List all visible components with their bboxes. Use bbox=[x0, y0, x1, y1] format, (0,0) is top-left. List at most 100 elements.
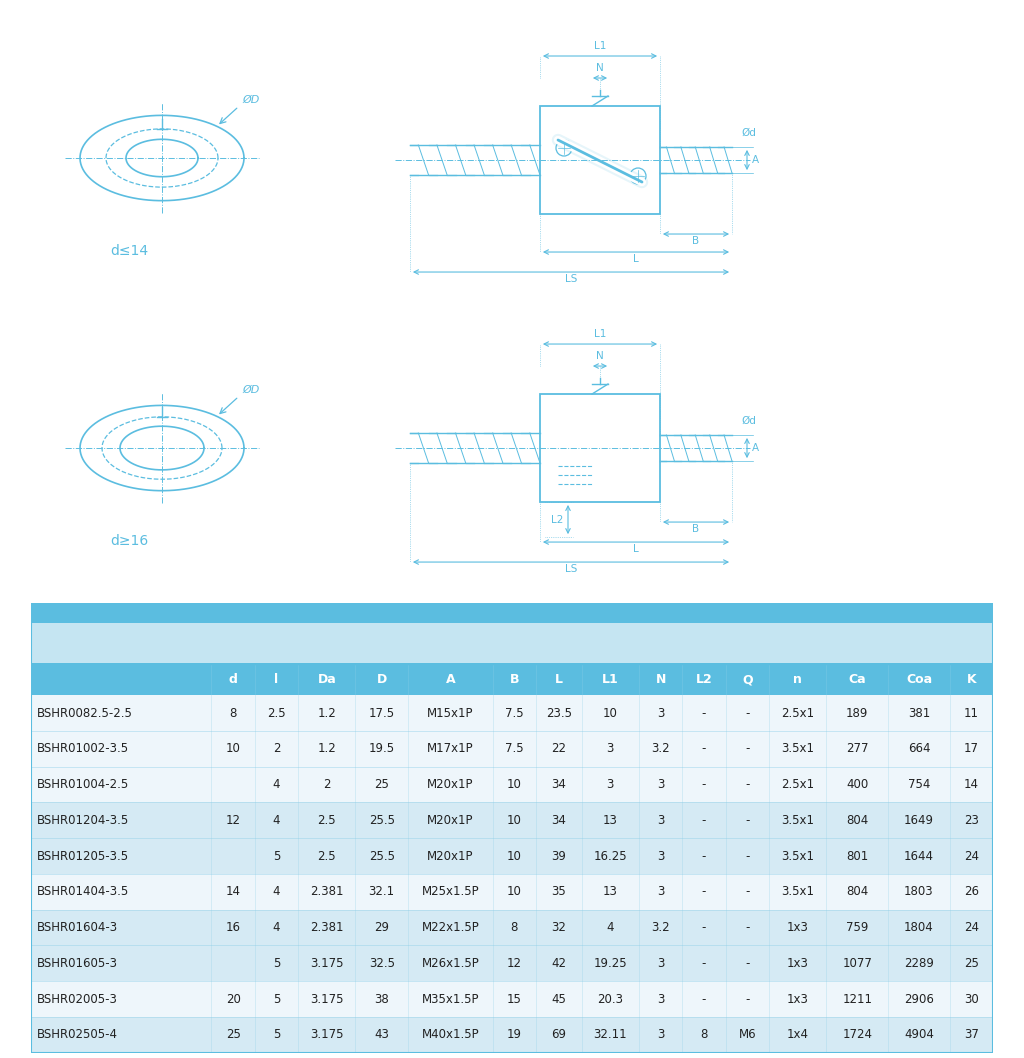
Bar bbox=[31, 767, 993, 802]
Text: 12: 12 bbox=[507, 956, 522, 970]
Text: -: - bbox=[701, 743, 707, 755]
Bar bbox=[540, 394, 660, 503]
Text: 3.5x1: 3.5x1 bbox=[781, 886, 814, 898]
Text: 1x3: 1x3 bbox=[786, 956, 809, 970]
Text: N: N bbox=[596, 351, 604, 361]
Text: LS: LS bbox=[565, 274, 578, 284]
Text: 45: 45 bbox=[552, 992, 566, 1005]
Bar bbox=[31, 623, 993, 663]
Text: 39: 39 bbox=[552, 850, 566, 862]
Text: 189: 189 bbox=[846, 707, 868, 719]
Text: 2.381: 2.381 bbox=[310, 922, 344, 934]
Text: 23: 23 bbox=[965, 814, 979, 827]
Text: 25: 25 bbox=[225, 1028, 241, 1041]
Text: 43: 43 bbox=[374, 1028, 389, 1041]
Text: 3: 3 bbox=[606, 778, 614, 791]
Text: 2.5: 2.5 bbox=[317, 850, 336, 862]
Text: 3: 3 bbox=[657, 1028, 665, 1041]
Text: 14: 14 bbox=[225, 886, 241, 898]
Bar bbox=[31, 910, 993, 946]
Text: -: - bbox=[701, 850, 707, 862]
Text: 754: 754 bbox=[908, 778, 930, 791]
Bar bbox=[540, 106, 660, 214]
Text: 3: 3 bbox=[657, 886, 665, 898]
Text: d≤14: d≤14 bbox=[110, 244, 148, 258]
Text: -: - bbox=[745, 743, 750, 755]
Text: A: A bbox=[445, 674, 455, 687]
Text: 5: 5 bbox=[272, 850, 281, 862]
Text: -: - bbox=[701, 707, 707, 719]
Text: 23.5: 23.5 bbox=[546, 707, 571, 719]
Text: 8: 8 bbox=[511, 922, 518, 934]
Text: 5: 5 bbox=[272, 956, 281, 970]
Text: 25: 25 bbox=[965, 956, 979, 970]
Text: 30: 30 bbox=[965, 992, 979, 1005]
Text: 11: 11 bbox=[964, 707, 979, 719]
Text: 26: 26 bbox=[964, 886, 979, 898]
Text: ØD: ØD bbox=[243, 94, 260, 105]
Text: 2.5x1: 2.5x1 bbox=[781, 707, 814, 719]
Text: 10: 10 bbox=[507, 886, 521, 898]
Text: 2: 2 bbox=[323, 778, 331, 791]
Text: K: K bbox=[967, 674, 976, 687]
Text: BSHR0082.5-2.5: BSHR0082.5-2.5 bbox=[37, 707, 132, 719]
Text: Da: Da bbox=[317, 674, 336, 687]
Text: B: B bbox=[692, 236, 699, 247]
Bar bbox=[31, 664, 993, 695]
Text: 35: 35 bbox=[552, 886, 566, 898]
Text: 13: 13 bbox=[603, 886, 617, 898]
Text: M22x1.5P: M22x1.5P bbox=[422, 922, 479, 934]
Text: 5: 5 bbox=[272, 1028, 281, 1041]
Bar bbox=[31, 802, 993, 838]
Text: 32: 32 bbox=[552, 922, 566, 934]
Text: 2906: 2906 bbox=[904, 992, 934, 1005]
Text: 4904: 4904 bbox=[904, 1028, 934, 1041]
Text: -: - bbox=[745, 707, 750, 719]
Text: 15: 15 bbox=[507, 992, 521, 1005]
Text: 1644: 1644 bbox=[904, 850, 934, 862]
Text: 3: 3 bbox=[657, 850, 665, 862]
Text: Coa: Coa bbox=[906, 674, 932, 687]
Text: -: - bbox=[745, 992, 750, 1005]
Text: 804: 804 bbox=[846, 814, 868, 827]
Text: 4: 4 bbox=[272, 886, 281, 898]
Text: -: - bbox=[701, 922, 707, 934]
Text: 3: 3 bbox=[657, 992, 665, 1005]
Text: 400: 400 bbox=[846, 778, 868, 791]
Text: LS: LS bbox=[565, 564, 578, 574]
Text: 3.175: 3.175 bbox=[310, 1028, 344, 1041]
Bar bbox=[31, 838, 993, 874]
Text: 3.5x1: 3.5x1 bbox=[781, 850, 814, 862]
Text: 1x3: 1x3 bbox=[786, 922, 809, 934]
Text: 32.1: 32.1 bbox=[369, 886, 394, 898]
Text: 3.2: 3.2 bbox=[651, 922, 670, 934]
Text: 1.2: 1.2 bbox=[317, 707, 336, 719]
Text: 3.5x1: 3.5x1 bbox=[781, 814, 814, 827]
Text: L2: L2 bbox=[551, 514, 563, 525]
Text: 7.5: 7.5 bbox=[505, 707, 523, 719]
Text: L2: L2 bbox=[695, 674, 713, 687]
Text: B: B bbox=[692, 524, 699, 534]
Text: L: L bbox=[633, 254, 639, 264]
Text: -: - bbox=[745, 814, 750, 827]
Text: L1: L1 bbox=[594, 41, 606, 51]
Bar bbox=[31, 663, 993, 669]
Text: -: - bbox=[745, 850, 750, 862]
Text: 32.11: 32.11 bbox=[594, 1028, 627, 1041]
Text: 42: 42 bbox=[551, 956, 566, 970]
Text: 29: 29 bbox=[374, 922, 389, 934]
Bar bbox=[31, 981, 993, 1017]
Text: L1: L1 bbox=[594, 329, 606, 339]
Text: 1649: 1649 bbox=[904, 814, 934, 827]
Text: 2289: 2289 bbox=[904, 956, 934, 970]
Text: Ca: Ca bbox=[849, 674, 866, 687]
Text: 17.5: 17.5 bbox=[369, 707, 394, 719]
Text: L: L bbox=[555, 674, 563, 687]
Text: n: n bbox=[794, 674, 802, 687]
Text: 38: 38 bbox=[375, 992, 389, 1005]
Text: 20.3: 20.3 bbox=[597, 992, 624, 1005]
Text: -: - bbox=[701, 886, 707, 898]
Text: BSHR01205-3.5: BSHR01205-3.5 bbox=[37, 850, 129, 862]
Text: 8: 8 bbox=[229, 707, 237, 719]
Text: BSHR01004-2.5: BSHR01004-2.5 bbox=[37, 778, 129, 791]
